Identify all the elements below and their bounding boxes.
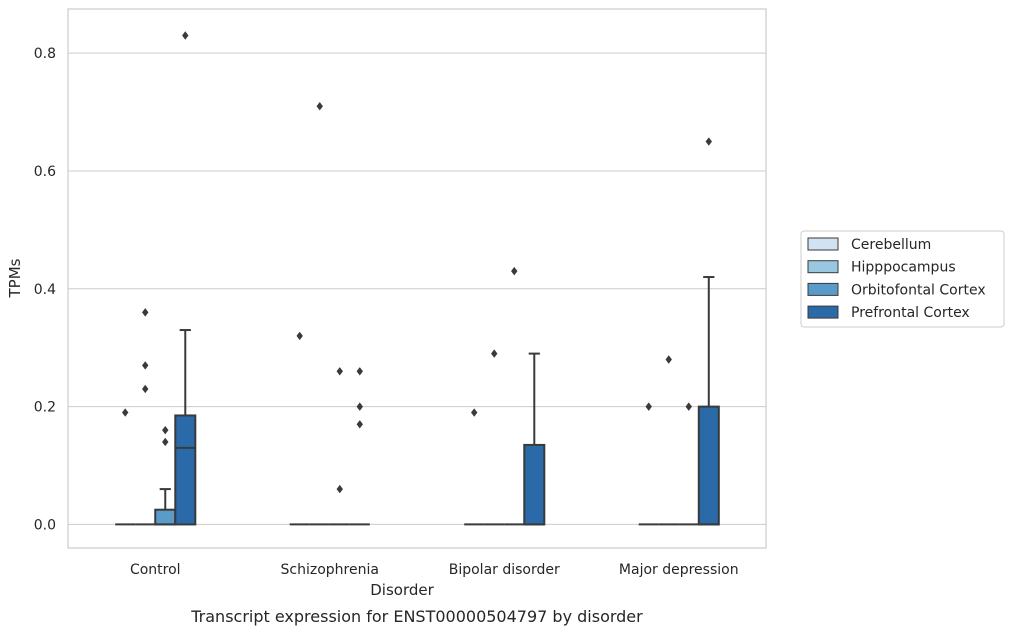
outlier-point [182,31,189,40]
box-orbitofontal-cortex-control [154,425,177,526]
box-prefrontal-cortex-control [174,31,197,526]
box-hipppocampus-schizophrenia [309,101,330,526]
outlier-point [336,367,343,376]
box-orbitofontal-cortex-major-depression [678,402,699,526]
legend-swatch [807,282,839,296]
outlier-point [162,437,169,447]
outlier-point [122,408,129,417]
box-hipppocampus-control [135,308,156,526]
x-tick-label: Bipolar disorder [449,562,560,578]
outlier-point [645,402,652,411]
outlier-point [316,101,323,111]
legend-frame [800,230,1005,328]
outlier-point [296,331,303,341]
outlier-point [471,408,478,417]
legend-swatch [807,305,839,319]
outlier-point [356,367,363,376]
y-tick-label: 0.8 [34,46,56,62]
box-hipppocampus-major-depression [658,355,679,526]
outlier-point [685,402,692,411]
box-body [523,443,546,526]
box-body [697,405,720,526]
outlier-point [356,420,363,429]
box-body [174,414,197,526]
outlier-point [142,361,149,370]
box-hipppocampus-bipolar-disorder [484,349,505,526]
box-prefrontal-cortex-bipolar-disorder [523,352,546,526]
outlier-point [665,355,672,364]
box-orbitofontal-cortex-schizophrenia [329,367,350,526]
legend-label: Hipppocampus [851,260,956,276]
plot-frame [67,8,767,549]
outlier-point [491,349,498,358]
box-cerebellum-major-depression [638,402,659,526]
box-groups [115,31,720,526]
outlier-point [142,384,149,394]
y-tick-labels: 0.0 0.2 0.4 0.6 0.8 [34,46,56,533]
y-axis-title: TPMs [6,258,24,298]
legend: Cerebellum Hipppocampus Orbitofontal Corte… [800,230,1005,328]
box-prefrontal-cortex-major-depression [697,137,720,526]
box-cerebellum-control [115,408,136,526]
outlier-point [142,308,149,317]
legend-label: Orbitofontal Cortex [851,282,986,298]
outlier-point [356,402,363,411]
x-axis-title: Disorder [370,581,434,599]
box-body [154,508,177,526]
x-tick-label: Schizophrenia [281,562,379,578]
legend-swatch [807,237,839,251]
x-tick-label: Control [130,562,181,578]
y-tick-label: 0.0 [34,517,56,533]
y-tick-label: 0.4 [34,282,56,298]
outlier-point [336,484,343,494]
legend-label: Cerebellum [851,237,931,253]
box-orbitofontal-cortex-bipolar-disorder [504,266,525,526]
box-cerebellum-schizophrenia [289,331,310,526]
box-cerebellum-bipolar-disorder [464,408,485,526]
x-tick-labels: Control Schizophrenia Bipolar disorder Majo… [130,562,739,578]
y-tick-label: 0.6 [34,164,56,180]
box-prefrontal-cortex-schizophrenia [349,367,370,526]
outlier-point [705,137,712,146]
outlier-point [162,425,169,435]
y-tick-label: 0.2 [34,400,56,416]
chart-caption: Transcript expression for ENST0000050479… [190,607,643,626]
outlier-point [511,266,518,276]
gridlines [68,52,766,525]
legend-swatch [807,260,839,274]
legend-label: Prefrontal Cortex [851,305,970,321]
x-tick-label: Major depression [619,562,739,578]
